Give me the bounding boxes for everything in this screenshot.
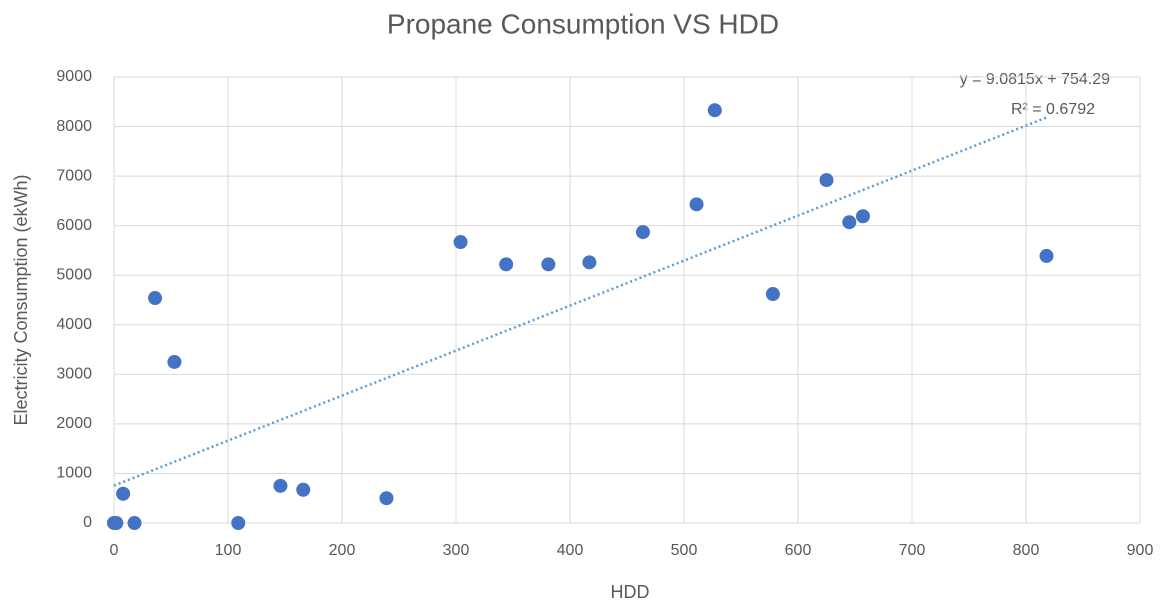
data-point — [819, 173, 834, 188]
x-tick-label: 800 — [1013, 542, 1040, 559]
data-point — [855, 209, 870, 224]
y-tick-label: 1000 — [56, 465, 92, 482]
data-point — [273, 478, 288, 493]
data-point — [765, 287, 780, 302]
y-tick-label: 8000 — [56, 118, 92, 135]
y-tick-label: 0 — [83, 514, 92, 531]
data-point — [541, 257, 556, 272]
x-tick-label: 700 — [899, 542, 926, 559]
data-point — [167, 354, 182, 369]
data-point — [707, 103, 722, 118]
chart-title: Propane Consumption VS HDD — [387, 8, 779, 39]
y-tick-label: 2000 — [56, 415, 92, 432]
data-point — [109, 516, 124, 530]
x-axis-label: HDD — [611, 582, 650, 602]
data-point — [231, 516, 246, 530]
trendline-equation: y = 9.0815x + 754.29 — [960, 71, 1110, 88]
data-point — [116, 486, 131, 501]
data-point — [635, 225, 650, 240]
data-point — [127, 516, 142, 530]
y-tick-label: 9000 — [56, 68, 92, 85]
x-tick-label: 100 — [215, 542, 242, 559]
data-point — [689, 197, 704, 212]
data-point — [499, 257, 514, 272]
x-tick-label: 0 — [110, 542, 119, 559]
data-point — [842, 215, 857, 230]
x-tick-label: 900 — [1127, 542, 1154, 559]
data-point — [453, 235, 468, 250]
y-tick-label: 3000 — [56, 366, 92, 383]
data-point — [296, 482, 311, 497]
data-point — [1039, 248, 1054, 263]
y-tick-label: 4000 — [56, 316, 92, 333]
trendline — [113, 116, 1047, 487]
x-tick-label: 300 — [443, 542, 470, 559]
data-point — [582, 255, 597, 270]
y-tick-label: 7000 — [56, 167, 92, 184]
x-tick-label: 600 — [785, 542, 812, 559]
y-tick-label: 6000 — [56, 217, 92, 234]
trendline-r-squared: R² = 0.6792 — [1011, 101, 1095, 118]
data-point — [379, 491, 394, 506]
x-tick-label: 400 — [557, 542, 584, 559]
x-tick-label: 500 — [671, 542, 698, 559]
data-point — [148, 291, 163, 306]
y-axis-label: Electricity Consumption (ekWh) — [11, 174, 31, 425]
y-tick-label: 5000 — [56, 266, 92, 283]
x-tick-label: 200 — [329, 542, 356, 559]
